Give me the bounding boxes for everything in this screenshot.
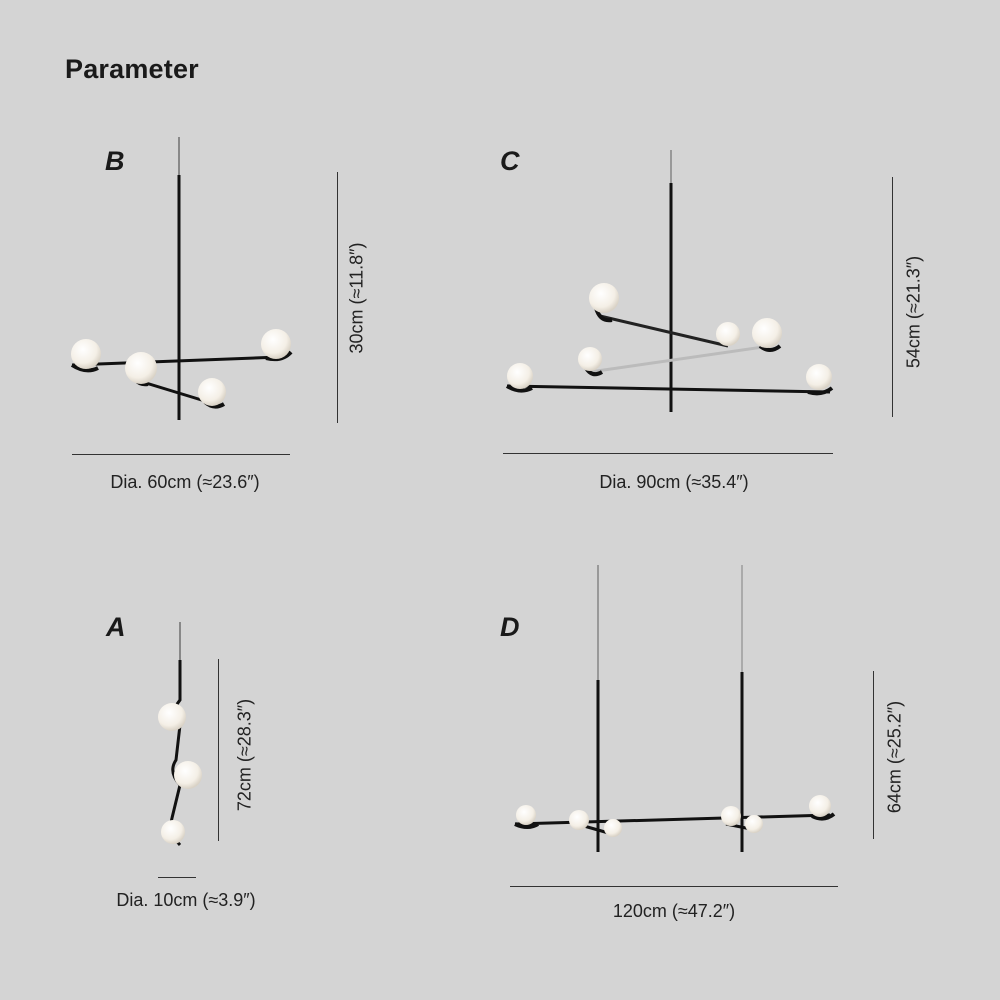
lamp-a-illustration xyxy=(158,622,202,847)
variant-d-height-line xyxy=(873,671,874,839)
variant-d-width-text: 120cm (≈47.2″) xyxy=(612,901,736,921)
variant-a-label: A xyxy=(106,612,126,642)
variant-c-width-line xyxy=(503,453,833,454)
variant-c-height-line xyxy=(892,177,893,417)
variant-d-width-line xyxy=(510,886,838,887)
variant-a-height-text: 72cm (≈28.3″) xyxy=(234,698,255,812)
lamp-d-illustration xyxy=(514,565,836,852)
variant-b-height-line xyxy=(337,172,338,423)
variant-a-height-line xyxy=(218,659,219,841)
variant-d-height-text: 64cm (≈25.2″) xyxy=(884,700,905,814)
variant-d-label: D xyxy=(500,612,520,642)
variant-b-width-text: Dia. 60cm (≈23.6″) xyxy=(110,472,260,492)
lamp-c-illustration xyxy=(505,150,834,412)
variant-c-height-text: 54cm (≈21.3″) xyxy=(903,255,924,369)
lamp-b-illustration xyxy=(70,137,293,420)
variant-b-width-line xyxy=(72,454,290,455)
variant-a-width-line xyxy=(158,877,196,878)
variant-c-width-text: Dia. 90cm (≈35.4″) xyxy=(599,472,749,492)
page-title: Parameter xyxy=(65,54,199,84)
variant-b-label: B xyxy=(105,146,125,176)
variant-b-height-text: 30cm (≈11.8″) xyxy=(346,242,367,354)
variant-c-label: C xyxy=(500,146,520,176)
variant-a-width-text: Dia. 10cm (≈3.9″) xyxy=(116,890,256,910)
